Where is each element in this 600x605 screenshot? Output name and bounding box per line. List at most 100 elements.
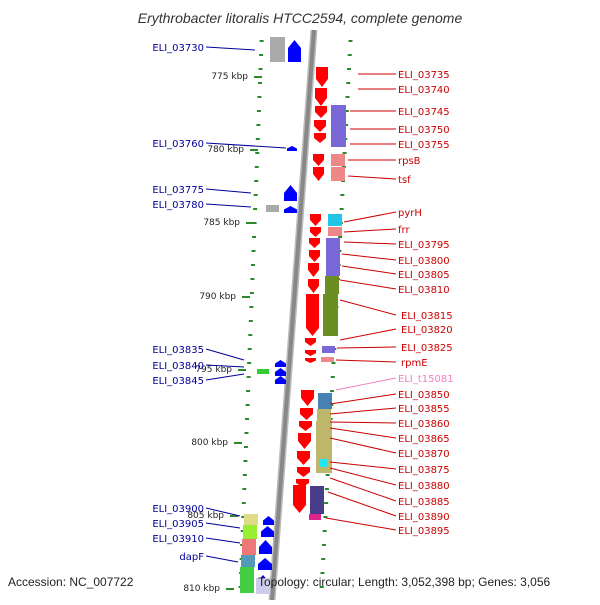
track-dot xyxy=(252,222,257,224)
track-dot xyxy=(256,124,261,126)
right-gene-leader xyxy=(329,427,397,439)
left-gene-label: ELI_03780 xyxy=(152,200,204,211)
reverse-gene-arrow xyxy=(275,376,286,384)
forward-gene-arrow xyxy=(306,294,319,336)
category-box xyxy=(256,578,270,594)
right-gene-leader xyxy=(335,377,397,391)
track-dot xyxy=(325,474,330,476)
track-dot xyxy=(259,54,264,56)
right-gene-label: ELI_03865 xyxy=(398,434,450,445)
track-dot xyxy=(347,68,351,70)
track-dot xyxy=(244,432,249,434)
left-gene-label: ELI_03900 xyxy=(152,504,204,515)
forward-gene-arrow xyxy=(308,279,319,293)
track-dot xyxy=(344,110,349,112)
forward-gene-arrow xyxy=(300,408,313,420)
track-dot xyxy=(347,54,352,56)
right-gene-label: ELI_03735 xyxy=(398,70,450,81)
track-dot xyxy=(247,362,252,364)
track-dot xyxy=(324,502,329,504)
scale-tick xyxy=(246,222,254,224)
right-gene-label: ELI_03875 xyxy=(398,465,450,476)
forward-gene-arrow xyxy=(305,350,316,356)
track-dot xyxy=(248,320,253,322)
track-dot xyxy=(321,544,326,546)
track-dot xyxy=(321,558,326,560)
forward-gene-arrow xyxy=(298,433,311,449)
forward-gene-arrow xyxy=(315,106,327,118)
track-dot xyxy=(344,124,349,126)
left-gene-leader xyxy=(205,522,241,529)
right-gene-label: ELI_03800 xyxy=(398,256,450,267)
track-dot xyxy=(259,40,264,42)
category-box xyxy=(331,105,346,147)
right-gene-leader xyxy=(343,228,397,233)
right-gene-leader xyxy=(343,211,397,223)
map-title: Erythrobacter litoralis HTCC2594, comple… xyxy=(137,10,463,26)
forward-gene-arrow xyxy=(297,451,310,465)
category-box xyxy=(270,37,285,62)
track-dot xyxy=(253,194,258,196)
right-gene-label: ELI_03750 xyxy=(398,125,450,136)
track-dot xyxy=(338,236,343,238)
track-dot xyxy=(319,586,324,588)
track-dot xyxy=(243,446,248,448)
track-dot xyxy=(255,152,260,154)
left-gene-label: ELI_03775 xyxy=(152,185,204,196)
scale-tick xyxy=(226,588,234,590)
category-box xyxy=(328,214,342,226)
forward-gene-arrow xyxy=(299,421,312,431)
category-box xyxy=(241,555,255,567)
right-gene-leader xyxy=(325,517,397,531)
reverse-gene-arrow xyxy=(263,516,274,525)
right-gene-label: ELI_03885 xyxy=(398,497,450,508)
category-box xyxy=(331,167,345,181)
left-gene-label: ELI_03730 xyxy=(152,43,204,54)
accession-text: Accession: NC_007722 xyxy=(8,575,134,589)
right-gene-leader xyxy=(339,279,397,290)
scale-label: 785 kbp xyxy=(203,218,240,228)
scale-tick xyxy=(250,149,258,151)
right-gene-leader xyxy=(329,467,397,486)
left-gene-label: ELI_03845 xyxy=(152,376,204,387)
right-gene-label: ELI_03815 xyxy=(401,311,453,322)
right-gene-leader xyxy=(329,437,397,454)
right-gene-label: ELI_03895 xyxy=(398,526,450,537)
reverse-gene-arrow xyxy=(259,540,272,554)
scale-label: 810 kbp xyxy=(183,584,220,594)
forward-gene-arrow xyxy=(293,485,306,513)
track-dot xyxy=(247,348,252,350)
forward-gene-arrow xyxy=(305,338,316,346)
right-gene-leader xyxy=(329,461,397,470)
track-dot xyxy=(330,390,335,392)
left-gene-leader xyxy=(205,348,245,361)
reverse-gene-arrow xyxy=(261,526,274,537)
right-gene-label: ELI_03855 xyxy=(398,404,450,415)
right-gene-leader xyxy=(327,491,397,517)
track-dot xyxy=(330,376,335,378)
category-box xyxy=(243,525,257,539)
reverse-gene-arrow xyxy=(287,146,297,151)
track-dot xyxy=(257,96,262,98)
forward-gene-arrow xyxy=(310,227,321,237)
category-box xyxy=(322,346,335,353)
right-gene-label: rpmE xyxy=(401,358,428,369)
track-dot xyxy=(257,82,262,84)
track-dot xyxy=(256,110,261,112)
track-dot xyxy=(253,208,258,210)
track-dot xyxy=(339,208,344,210)
right-gene-label: ELI_03745 xyxy=(398,107,450,118)
right-gene-label: ELI_03820 xyxy=(401,325,453,336)
scale-tick xyxy=(234,442,242,444)
forward-gene-arrow xyxy=(313,167,324,181)
scale-label: 800 kbp xyxy=(191,438,228,448)
reverse-gene-arrow xyxy=(284,206,297,213)
forward-gene-arrow xyxy=(310,214,321,226)
scale-tick xyxy=(254,76,262,78)
track-dot xyxy=(245,418,250,420)
right-gene-label: ELI_t15081 xyxy=(398,374,454,385)
left-gene-label: ELI_03835 xyxy=(152,345,204,356)
category-box xyxy=(242,539,256,555)
track-dot xyxy=(248,334,253,336)
reverse-gene-arrow xyxy=(258,558,272,570)
